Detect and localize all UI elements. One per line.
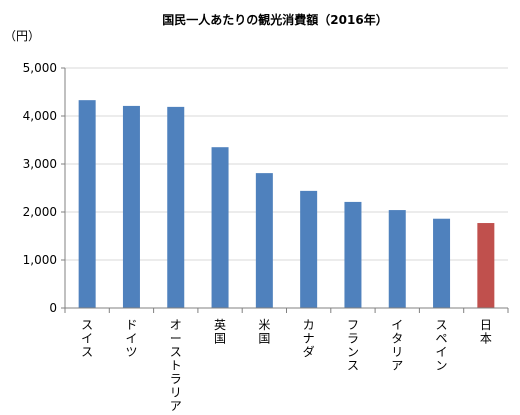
bar (433, 218, 451, 308)
x-tick-label: カナダ (303, 318, 315, 359)
x-tick-label: フランス (347, 318, 359, 373)
x-tick-label: スペイン (436, 318, 448, 373)
x-tick-label: イタリア (391, 318, 403, 373)
bar (255, 173, 273, 308)
bar (78, 100, 96, 308)
x-tick-label: 英国 (214, 318, 226, 346)
bar (211, 147, 229, 308)
bar (344, 201, 362, 308)
y-tick-label: 4,000 (23, 109, 57, 123)
chart-title: 国民一人あたりの観光消費額（2016年） (162, 12, 387, 27)
x-tick-label: オーストラリア (170, 318, 182, 413)
y-tick-label: 1,000 (23, 253, 57, 267)
x-tick-label: 米国 (258, 318, 270, 346)
x-tick-label: ドイツ (125, 318, 137, 359)
bar (167, 106, 185, 308)
x-tick-label: スイス (81, 318, 93, 359)
bar (300, 190, 318, 308)
y-tick-label: 2,000 (23, 205, 57, 219)
bar-series (78, 100, 495, 308)
y-tick-label: 5,000 (23, 61, 57, 75)
x-tick-label: 日本 (480, 318, 492, 346)
bar (122, 105, 140, 308)
y-tick-label: 3,000 (23, 157, 57, 171)
y-axis-unit-label: （円） (4, 29, 40, 43)
y-tick-label: 0 (49, 301, 57, 315)
bar (388, 210, 406, 308)
y-axis-ticks: 0 1,000 2,000 3,000 4,000 5,000 (23, 61, 65, 315)
axes (64, 68, 509, 313)
x-axis-ticks: スイス ドイツ オーストラリア 英国 米国 カナダ フランス イタリア スペイン 日本 (81, 318, 492, 413)
bar (477, 223, 495, 308)
